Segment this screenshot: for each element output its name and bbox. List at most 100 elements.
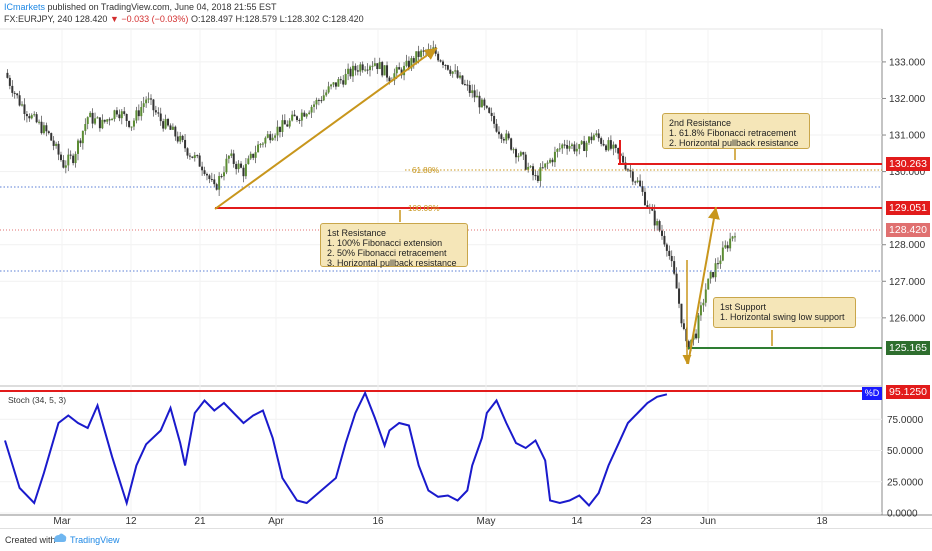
candle-body [171, 126, 174, 130]
callout-r1-line1: 1. 100% Fibonacci extension [327, 238, 443, 248]
candle-body [181, 135, 184, 140]
candle-body [115, 110, 118, 115]
candle-body [381, 62, 384, 76]
candle-body [643, 191, 646, 206]
candle-body [242, 167, 245, 177]
candle-body [697, 315, 700, 339]
callout-s1-line1: 1. Horizontal swing low support [720, 312, 845, 322]
candle-body [120, 111, 123, 119]
candle-body [678, 288, 681, 304]
candle-body [225, 158, 228, 173]
candle-body [602, 143, 605, 146]
candle-body [415, 51, 418, 63]
candle-body [327, 86, 330, 93]
candle-body [529, 166, 532, 168]
callout-r1-line2: 2. 50% Fibonacci retracement [327, 248, 447, 258]
candle-body [658, 221, 661, 231]
candle-body [84, 124, 87, 131]
candle-body [721, 247, 724, 261]
candle-body [55, 143, 58, 146]
candle-body [624, 162, 627, 170]
candle-body [130, 126, 133, 128]
candle-body [454, 70, 457, 72]
candle-body [366, 69, 369, 71]
callout-r2: 2nd Resistance 1. 61.8% Fibonacci retrac… [662, 113, 810, 149]
candle-body [6, 72, 9, 78]
candle-body [451, 71, 454, 74]
candle-body [473, 90, 476, 98]
candle-body [249, 153, 252, 159]
candle-body [687, 341, 690, 349]
candle-body [154, 110, 157, 113]
candle-body [383, 65, 386, 76]
candle-body [169, 125, 172, 130]
candle-body [137, 110, 140, 117]
candle-body [588, 136, 590, 143]
candle-body [47, 131, 50, 134]
candle-body [152, 99, 155, 111]
ohlc-legend: FX:EURJPY, 240 128.420 ▼ −0.033 (−0.03%)… [4, 14, 364, 24]
candle-body [240, 163, 243, 168]
candle-body [663, 235, 666, 245]
close-value: 128.420 [74, 14, 108, 24]
candle-body [118, 114, 121, 119]
candle-body [575, 148, 578, 152]
candle-body [247, 158, 250, 165]
stoch-indicator-label[interactable]: Stoch (34, 5, 3) [8, 395, 67, 405]
candle-body [405, 60, 408, 66]
time-tick-label: 16 [372, 516, 384, 527]
candle-body [570, 144, 573, 147]
time-tick-label: May [477, 516, 496, 527]
candle-body [13, 92, 16, 94]
candle-body [113, 110, 116, 119]
candle-body [77, 140, 79, 154]
price-tick-label: 133.000 [889, 57, 926, 68]
candle-body [622, 155, 625, 163]
candle-body [351, 65, 354, 77]
candle-body [62, 160, 65, 168]
callout-r2-title: 2nd Resistance [669, 118, 732, 128]
candle-body [507, 133, 510, 139]
candle-body [342, 80, 345, 85]
candle-body [558, 148, 561, 150]
candle-body [8, 77, 11, 86]
candle-body [634, 181, 637, 183]
candle-body [203, 170, 206, 174]
tradingview-link[interactable]: TradingView [70, 535, 120, 545]
candle-body [174, 126, 177, 137]
candle-body [150, 98, 152, 100]
stoch-line [4, 390, 668, 508]
candle-body [354, 65, 357, 71]
candle-body [315, 99, 318, 105]
candle-body [218, 176, 221, 190]
created-with-label: Created with [5, 535, 56, 545]
candle-body [729, 238, 732, 249]
candle-body [191, 156, 194, 158]
candle-body [140, 107, 143, 117]
candle-body [612, 144, 615, 149]
publisher-link[interactable]: ICmarkets [4, 2, 46, 12]
candle-body [317, 99, 320, 101]
candle-body [167, 119, 170, 126]
candle-body [639, 180, 642, 187]
callout-s1: 1st Support 1. Horizontal swing low supp… [713, 297, 856, 328]
candle-body [699, 305, 702, 316]
candle-body [704, 289, 707, 303]
candle-body [549, 159, 552, 163]
candle-body [734, 236, 736, 238]
stoch-level-box: 95.1250 [886, 385, 930, 399]
candle-body [476, 95, 479, 98]
candle-body [291, 114, 294, 121]
candle-body [11, 85, 14, 93]
candle-body [566, 145, 569, 149]
price-chart[interactable]: 133.000 132.000 131.000 130.000 128.000 127.0… [0, 0, 932, 528]
callout-r1-title: 1st Resistance [327, 228, 387, 238]
price-axis: 133.000 132.000 131.000 130.000 128.000 127.0… [882, 57, 926, 324]
time-axis: Mar 12 21 Apr 16 May 14 23 Jun 18 [53, 516, 828, 527]
symbol-label[interactable]: FX:EURJPY, 240 [4, 14, 73, 24]
price-tick-label: 128.000 [889, 240, 926, 251]
candle-body [631, 171, 634, 182]
callout-r2-line2: 2. Horizontal pullback resistance [669, 138, 799, 148]
candle-body [147, 98, 150, 100]
candle-body [682, 323, 685, 330]
